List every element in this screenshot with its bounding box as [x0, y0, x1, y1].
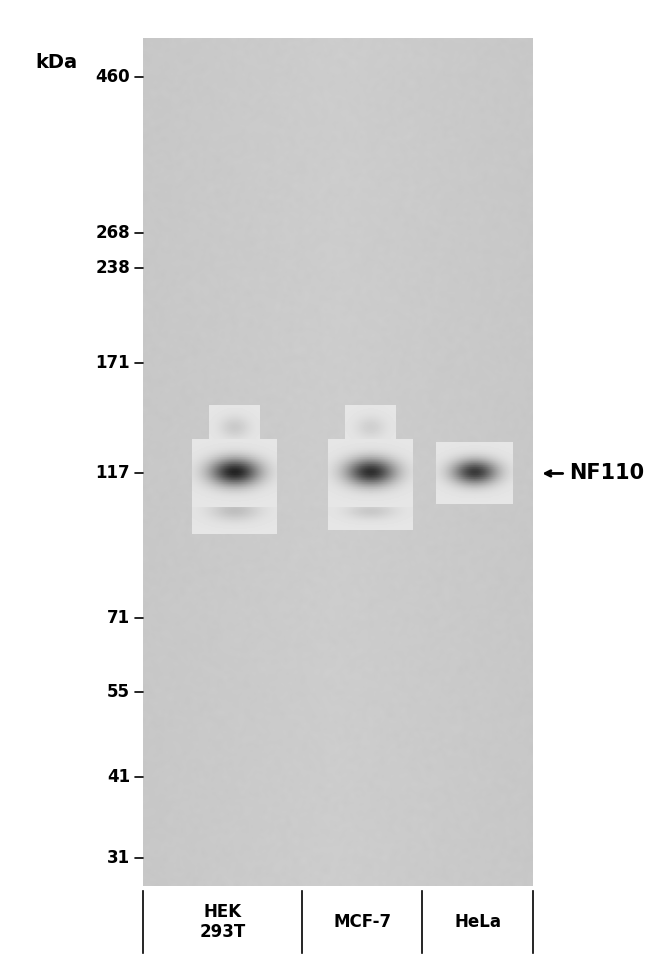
Text: 171: 171 — [96, 354, 130, 373]
Text: 117: 117 — [96, 464, 130, 482]
Text: 41: 41 — [107, 768, 130, 787]
Text: 55: 55 — [107, 683, 130, 701]
Text: NF110: NF110 — [569, 463, 644, 483]
Text: 460: 460 — [96, 67, 130, 86]
Text: 71: 71 — [107, 610, 130, 627]
Text: HeLa: HeLa — [454, 913, 501, 931]
Text: HEK
293T: HEK 293T — [200, 902, 246, 942]
Text: MCF-7: MCF-7 — [333, 913, 391, 931]
Text: 31: 31 — [107, 849, 130, 868]
Text: kDa: kDa — [36, 53, 78, 72]
Text: 268: 268 — [96, 224, 130, 243]
Text: 238: 238 — [96, 259, 130, 276]
Bar — [143, 39, 533, 886]
